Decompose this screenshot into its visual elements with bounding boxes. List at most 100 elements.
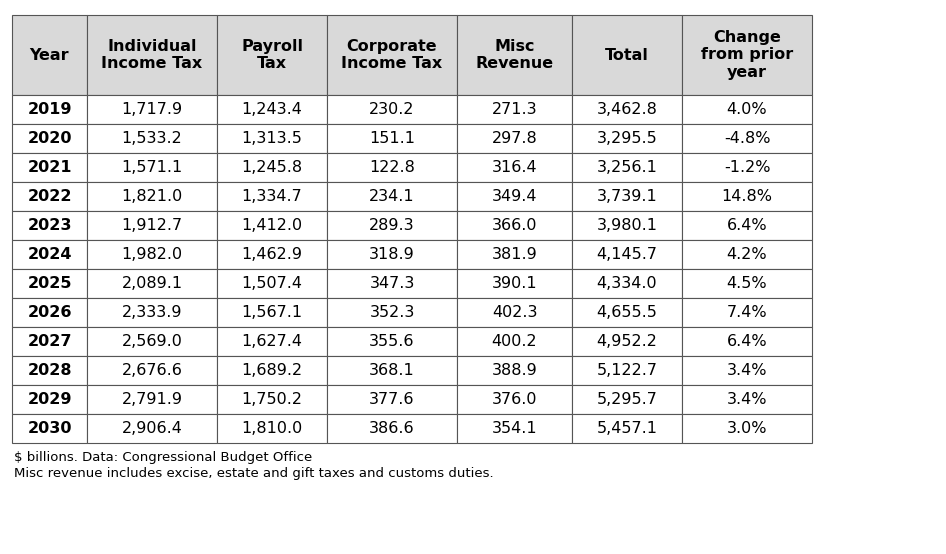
Text: 1,571.1: 1,571.1 (121, 160, 183, 175)
Bar (327, 269, 457, 298)
Bar (217, 356, 327, 385)
Bar (12, 385, 87, 414)
Bar (572, 124, 682, 153)
Bar (682, 124, 812, 153)
Bar (12, 414, 87, 443)
Text: 1,243.4: 1,243.4 (241, 102, 303, 117)
Bar (457, 414, 572, 443)
Bar (87, 327, 217, 356)
Text: 230.2: 230.2 (369, 102, 414, 117)
Bar (327, 15, 457, 95)
Text: 4,655.5: 4,655.5 (597, 305, 657, 320)
Bar (12, 153, 87, 182)
Bar (87, 15, 217, 95)
Text: 3.4%: 3.4% (727, 363, 767, 378)
Bar (217, 298, 327, 327)
Text: Misc revenue includes excise, estate and gift taxes and customs duties.: Misc revenue includes excise, estate and… (14, 467, 494, 480)
Text: 2,906.4: 2,906.4 (122, 421, 183, 436)
Bar (572, 414, 682, 443)
Text: 2020: 2020 (27, 131, 72, 146)
Bar (217, 269, 327, 298)
Bar (217, 414, 327, 443)
Bar (87, 95, 217, 124)
Text: 381.9: 381.9 (492, 247, 537, 262)
Text: 2029: 2029 (27, 392, 72, 407)
Bar (12, 356, 87, 385)
Bar (12, 269, 87, 298)
Text: 4.2%: 4.2% (727, 247, 767, 262)
Bar (327, 356, 457, 385)
Bar (682, 269, 812, 298)
Text: 368.1: 368.1 (369, 363, 415, 378)
Bar (217, 385, 327, 414)
Bar (682, 15, 812, 95)
Text: 1,567.1: 1,567.1 (241, 305, 303, 320)
Bar (572, 153, 682, 182)
Text: 5,457.1: 5,457.1 (597, 421, 657, 436)
Bar (457, 124, 572, 153)
Bar (217, 240, 327, 269)
Text: 386.6: 386.6 (369, 421, 414, 436)
Text: 1,245.8: 1,245.8 (241, 160, 303, 175)
Text: 4,334.0: 4,334.0 (597, 276, 657, 291)
Text: -4.8%: -4.8% (724, 131, 770, 146)
Bar (682, 327, 812, 356)
Bar (327, 124, 457, 153)
Bar (87, 414, 217, 443)
Bar (12, 95, 87, 124)
Text: 1,821.0: 1,821.0 (121, 189, 183, 204)
Text: Corporate
Income Tax: Corporate Income Tax (342, 39, 443, 71)
Bar (572, 327, 682, 356)
Text: 289.3: 289.3 (369, 218, 414, 233)
Bar (457, 327, 572, 356)
Bar (457, 269, 572, 298)
Bar (457, 153, 572, 182)
Bar (327, 153, 457, 182)
Bar (217, 153, 327, 182)
Bar (327, 327, 457, 356)
Bar (87, 124, 217, 153)
Text: 1,810.0: 1,810.0 (241, 421, 303, 436)
Text: 234.1: 234.1 (369, 189, 414, 204)
Text: 4.0%: 4.0% (727, 102, 767, 117)
Bar (327, 414, 457, 443)
Bar (87, 182, 217, 211)
Text: 1,982.0: 1,982.0 (121, 247, 183, 262)
Bar (572, 182, 682, 211)
Bar (327, 211, 457, 240)
Bar (217, 15, 327, 95)
Text: 400.2: 400.2 (492, 334, 537, 349)
Bar (12, 124, 87, 153)
Text: Payroll
Tax: Payroll Tax (241, 39, 303, 71)
Text: 2,333.9: 2,333.9 (122, 305, 183, 320)
Bar (12, 298, 87, 327)
Bar (327, 385, 457, 414)
Bar (327, 182, 457, 211)
Bar (682, 356, 812, 385)
Text: 3.0%: 3.0% (727, 421, 767, 436)
Bar (682, 95, 812, 124)
Text: 366.0: 366.0 (492, 218, 537, 233)
Bar (217, 182, 327, 211)
Bar (12, 182, 87, 211)
Bar (87, 211, 217, 240)
Text: Individual
Income Tax: Individual Income Tax (101, 39, 202, 71)
Text: 2021: 2021 (27, 160, 72, 175)
Text: 354.1: 354.1 (492, 421, 537, 436)
Bar (457, 240, 572, 269)
Bar (682, 240, 812, 269)
Text: 7.4%: 7.4% (727, 305, 767, 320)
Bar (87, 269, 217, 298)
Bar (87, 153, 217, 182)
Text: 5,295.7: 5,295.7 (597, 392, 657, 407)
Text: 4,145.7: 4,145.7 (597, 247, 657, 262)
Text: 318.9: 318.9 (369, 247, 415, 262)
Text: 4.5%: 4.5% (727, 276, 767, 291)
Text: 377.6: 377.6 (369, 392, 414, 407)
Text: 14.8%: 14.8% (722, 189, 773, 204)
Text: Year: Year (29, 48, 69, 63)
Text: 1,689.2: 1,689.2 (241, 363, 303, 378)
Bar (87, 298, 217, 327)
Bar (12, 15, 87, 95)
Text: -1.2%: -1.2% (724, 160, 770, 175)
